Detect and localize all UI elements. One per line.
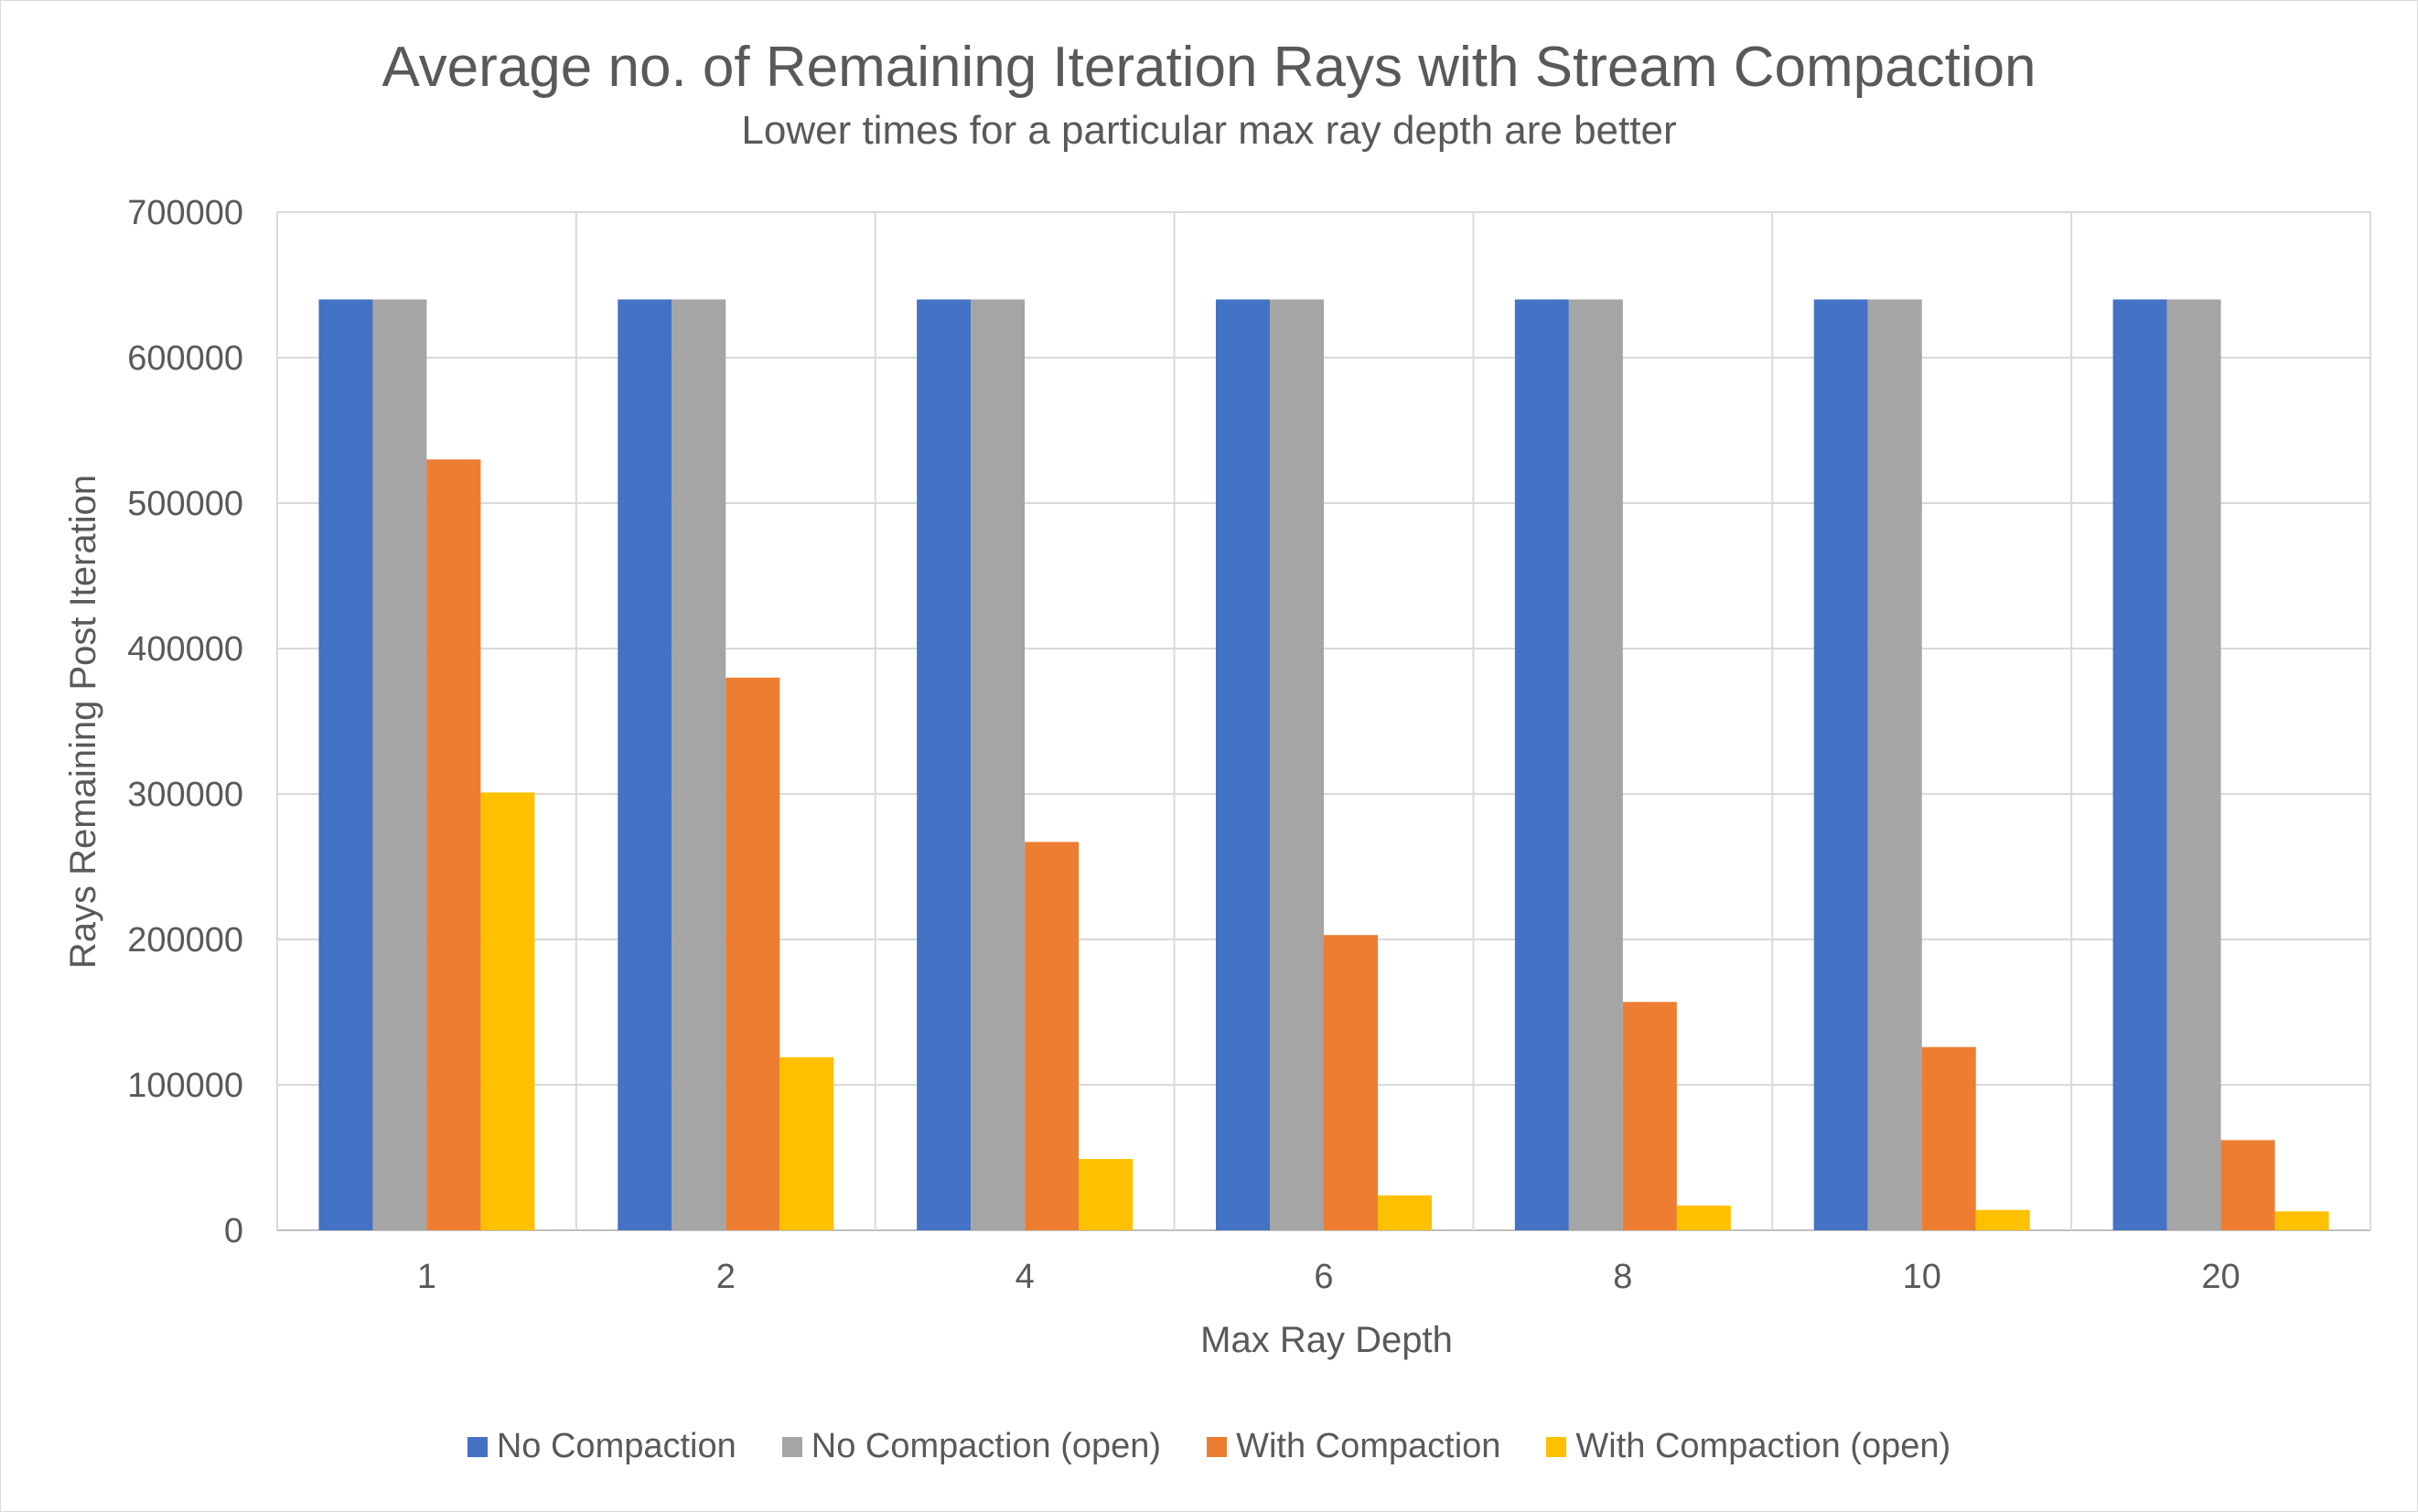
y-axis-title: Rays Remaining Post Iteration (63, 475, 103, 969)
bar (1622, 1002, 1677, 1230)
bar (2112, 299, 2167, 1230)
chart-title: Average no. of Remaining Iteration Rays … (382, 36, 2036, 99)
bar (672, 299, 726, 1230)
legend-label: No Compaction (open) (811, 1427, 1162, 1465)
bar (1270, 299, 1324, 1230)
x-axis-title: Max Ray Depth (1200, 1320, 1453, 1360)
bars (318, 299, 2329, 1230)
bar (426, 459, 481, 1230)
x-tick-label: 4 (1016, 1258, 1035, 1296)
bar (1867, 299, 1922, 1230)
y-tick-label: 200000 (127, 921, 243, 960)
bar (1378, 1195, 1432, 1230)
bar (1676, 1205, 1731, 1230)
bar (2274, 1211, 2329, 1230)
legend: No Compaction No Compaction (open) With Co… (0, 1427, 2418, 1466)
y-tick-label: 100000 (127, 1067, 243, 1105)
y-tick-label: 300000 (127, 776, 243, 814)
bar (372, 299, 427, 1230)
x-tick-label: 8 (1613, 1258, 1632, 1296)
x-tick-labels: 1 2 4 6 8 10 20 (417, 1258, 2241, 1296)
x-tick-label: 2 (716, 1258, 736, 1296)
bar (618, 299, 672, 1230)
bar (1568, 299, 1623, 1230)
bar (1324, 935, 1378, 1230)
bar (725, 677, 780, 1230)
legend-swatch (467, 1436, 488, 1457)
y-tick-label: 700000 (127, 194, 243, 232)
bar (1079, 1159, 1134, 1230)
bar (1514, 299, 1569, 1230)
bar (480, 792, 535, 1230)
y-tick-label: 500000 (127, 485, 243, 523)
legend-swatch (781, 1436, 802, 1457)
y-tick-label: 400000 (127, 630, 243, 669)
bar (318, 299, 373, 1230)
bar (779, 1056, 834, 1230)
bar (2166, 299, 2221, 1230)
bar (1921, 1046, 1976, 1230)
x-tick-label: 1 (417, 1258, 436, 1296)
legend-item: No Compaction (open) (781, 1427, 1162, 1466)
legend-item: With Compaction (open) (1546, 1427, 1951, 1466)
chart-subtitle: Lower times for a particular max ray dep… (741, 108, 1677, 153)
bar (1025, 842, 1080, 1230)
legend-label: With Compaction (1236, 1427, 1501, 1465)
x-tick-label: 20 (2201, 1258, 2240, 1296)
legend-label: No Compaction (496, 1427, 736, 1465)
x-tick-label: 6 (1314, 1258, 1333, 1296)
legend-item: With Compaction (1207, 1427, 1500, 1466)
y-tick-label: 0 (224, 1212, 243, 1250)
bar (2220, 1140, 2275, 1230)
bar (1216, 299, 1270, 1230)
y-tick-labels: 0 100000 200000 300000 400000 500000 600000 700… (127, 194, 243, 1250)
y-tick-label: 600000 (127, 339, 243, 378)
legend-swatch (1546, 1436, 1567, 1457)
legend-swatch (1207, 1436, 1228, 1457)
legend-label: With Compaction (open) (1575, 1427, 1951, 1465)
bar (917, 299, 972, 1230)
bar (1975, 1209, 2030, 1230)
bar (1813, 299, 1868, 1230)
legend-item: No Compaction (467, 1427, 736, 1466)
bar (971, 299, 1026, 1230)
x-tick-label: 10 (1903, 1258, 1941, 1296)
